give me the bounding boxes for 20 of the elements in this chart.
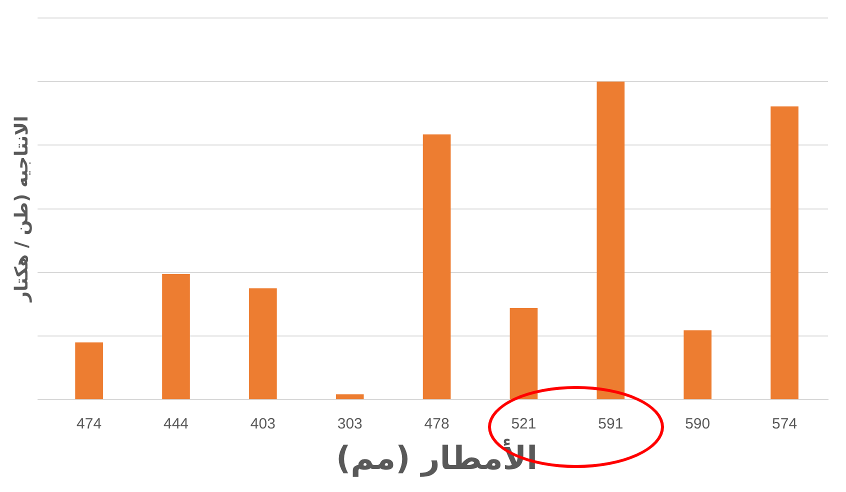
x-tick-label: 403 (250, 416, 276, 433)
y-axis-title: الانتاجيه (طن / هكتار (11, 116, 32, 303)
bar (510, 308, 538, 400)
x-axis-title: الأمطار (مم) (336, 438, 538, 478)
bar (249, 288, 277, 400)
bar (596, 82, 625, 400)
x-tick-label: 574 (772, 416, 798, 433)
bar (684, 330, 712, 400)
x-tick-label: 521 (511, 416, 536, 433)
bar (422, 134, 451, 400)
x-tick-label: 590 (685, 416, 710, 433)
x-tick-label: 591 (598, 416, 624, 433)
x-tick-label: 474 (76, 416, 102, 433)
bar (770, 106, 798, 400)
x-tick-label: 478 (424, 416, 450, 433)
bar (336, 394, 364, 400)
bar (75, 342, 103, 400)
bar (162, 274, 190, 400)
x-tick-label: 444 (163, 416, 189, 433)
x-tick-label: 303 (337, 416, 362, 433)
